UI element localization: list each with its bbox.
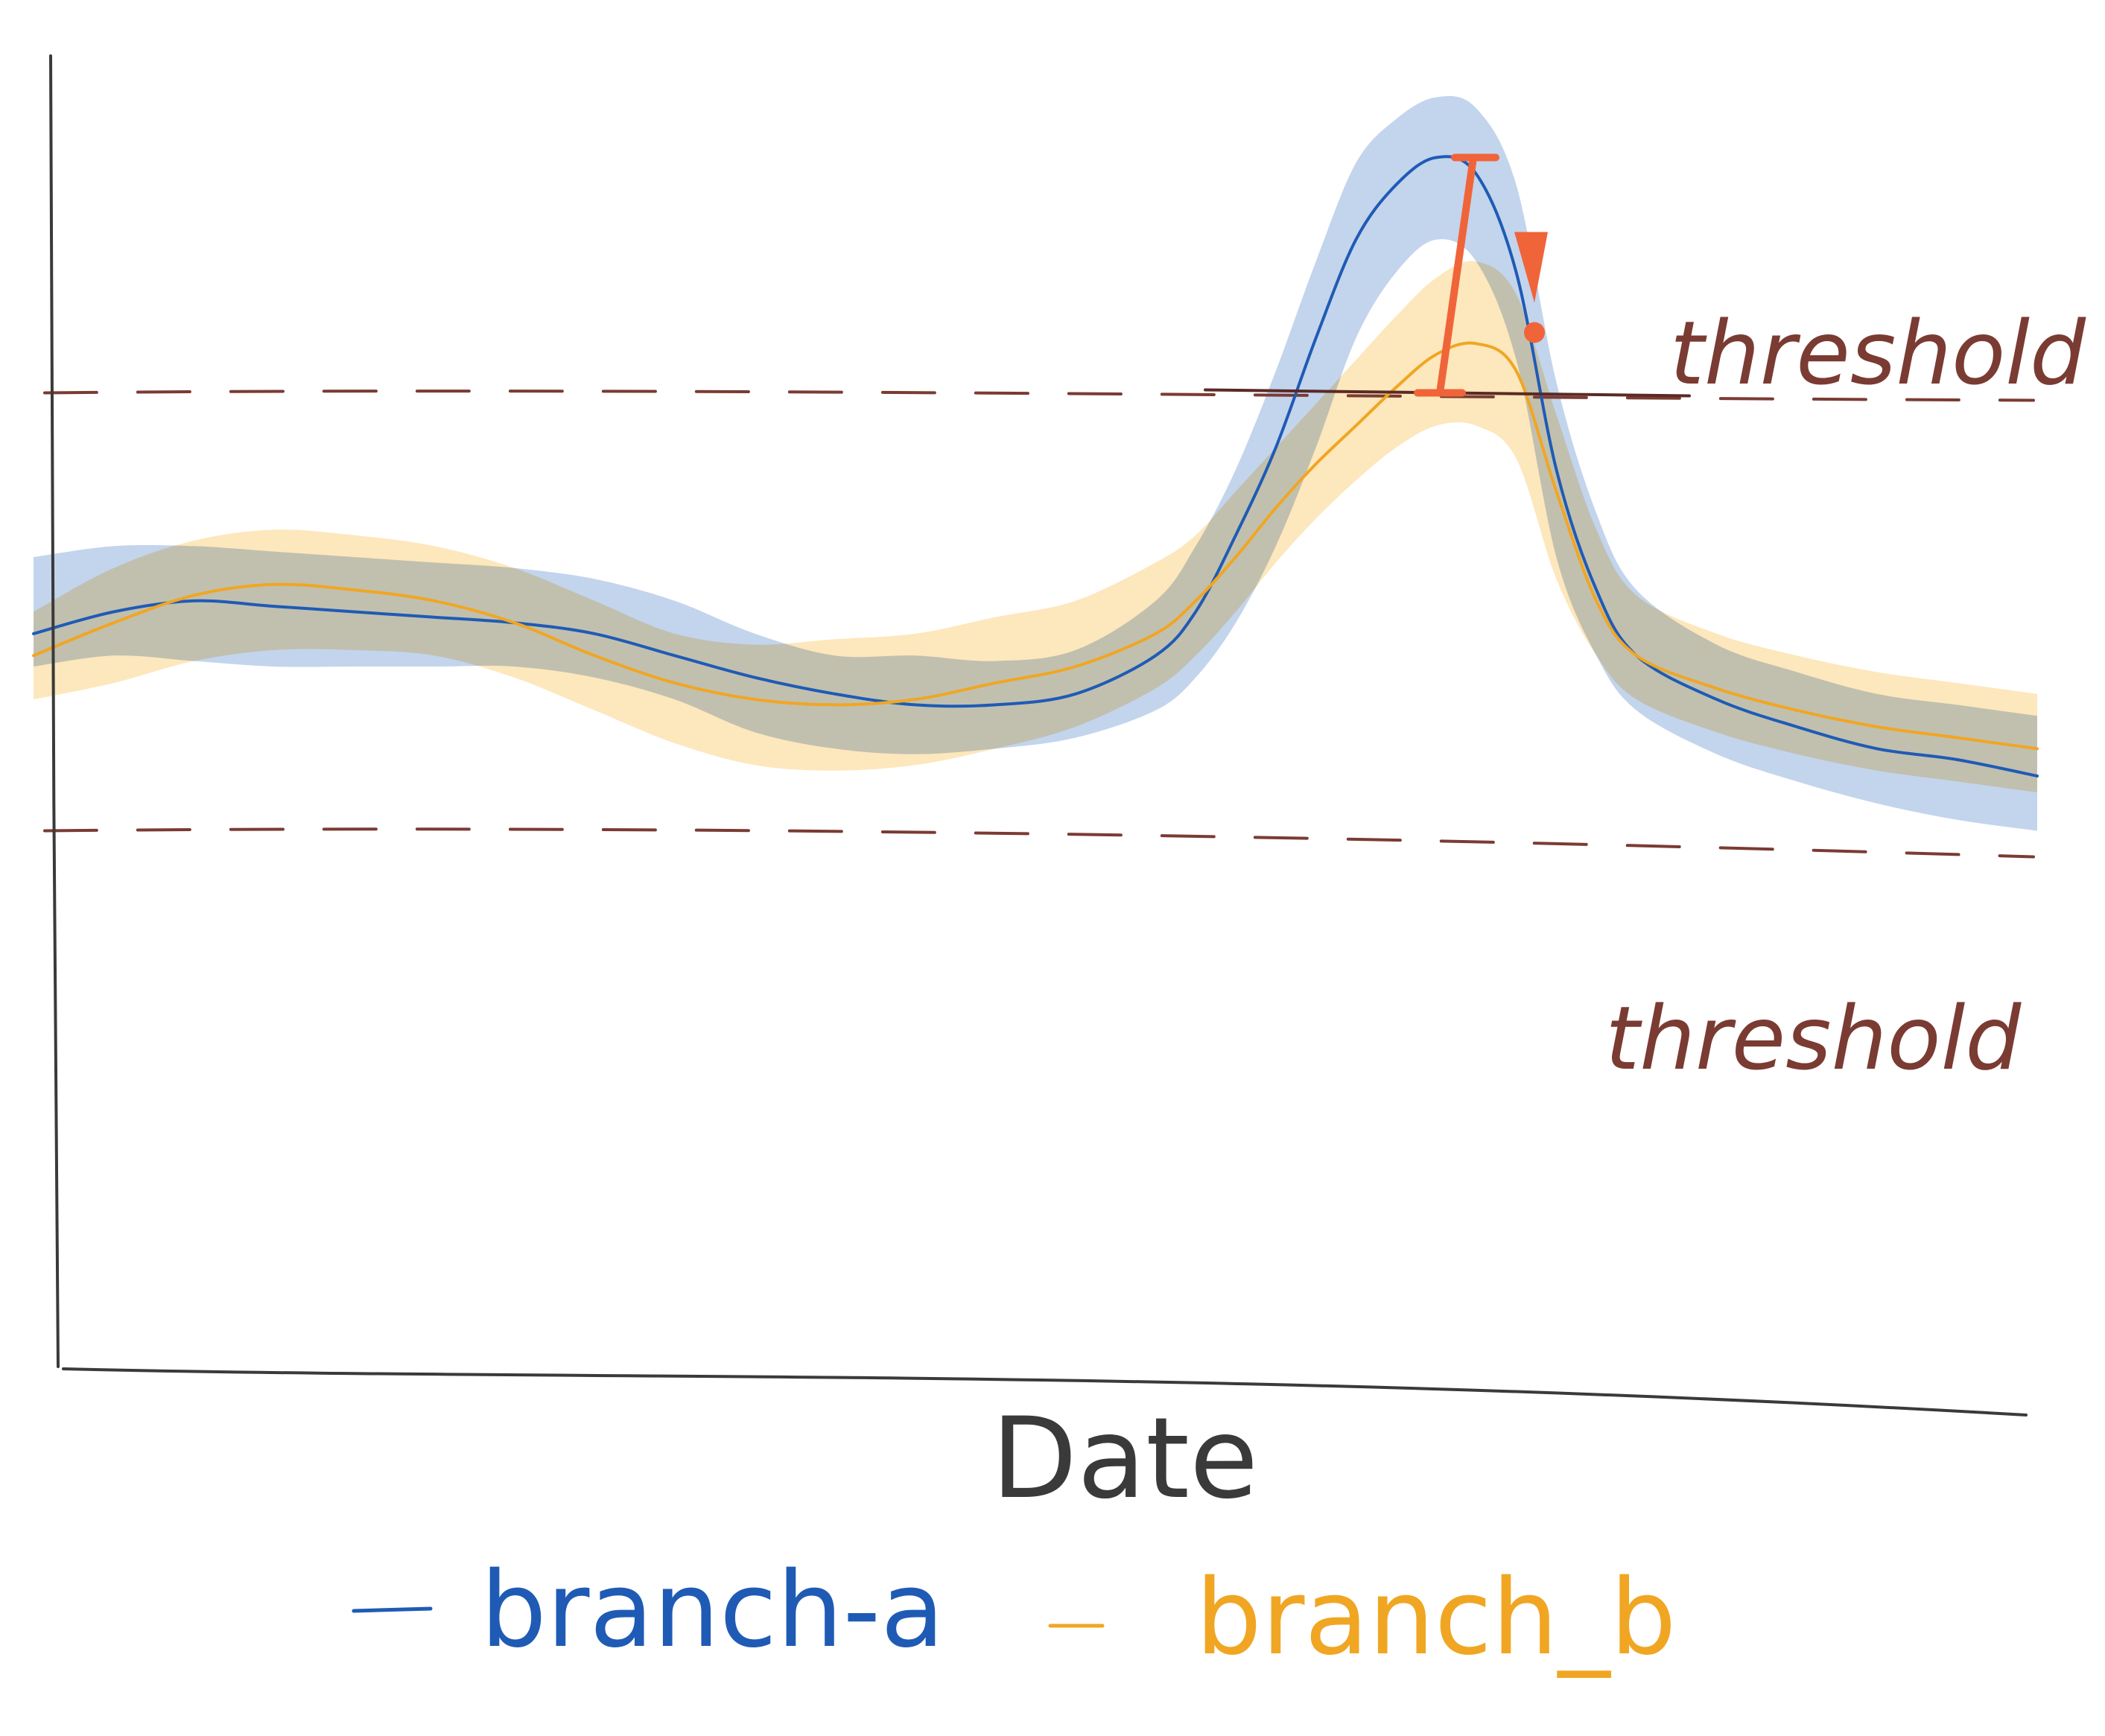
series-lines	[32, 155, 2039, 778]
threshold-lower-label: threshold	[1605, 987, 2022, 1090]
legend-swatch-branch-a	[352, 1606, 433, 1613]
annotation-layer	[1204, 153, 1691, 398]
legend-label-branch-b: branch_b	[1196, 1557, 1677, 1679]
threshold-upper-label: threshold	[1670, 302, 2086, 404]
x-axis-label: Date	[991, 1394, 1259, 1524]
y-axis	[49, 54, 60, 1368]
legend-label-branch-a: branch-a	[480, 1550, 944, 1671]
x-axis	[62, 1367, 2028, 1417]
exclamation-icon	[1514, 232, 1548, 303]
confidence-bands	[34, 95, 2037, 831]
exclamation-dot	[1524, 322, 1545, 343]
legend: branch-a branch_b	[352, 1550, 1677, 1679]
threshold-line-lower	[43, 827, 2035, 859]
threshold-lines	[43, 390, 2035, 859]
gap-marker-bar	[1436, 153, 1477, 397]
threshold-line-upper	[43, 390, 2035, 402]
series-line-branch-b	[32, 341, 2039, 751]
